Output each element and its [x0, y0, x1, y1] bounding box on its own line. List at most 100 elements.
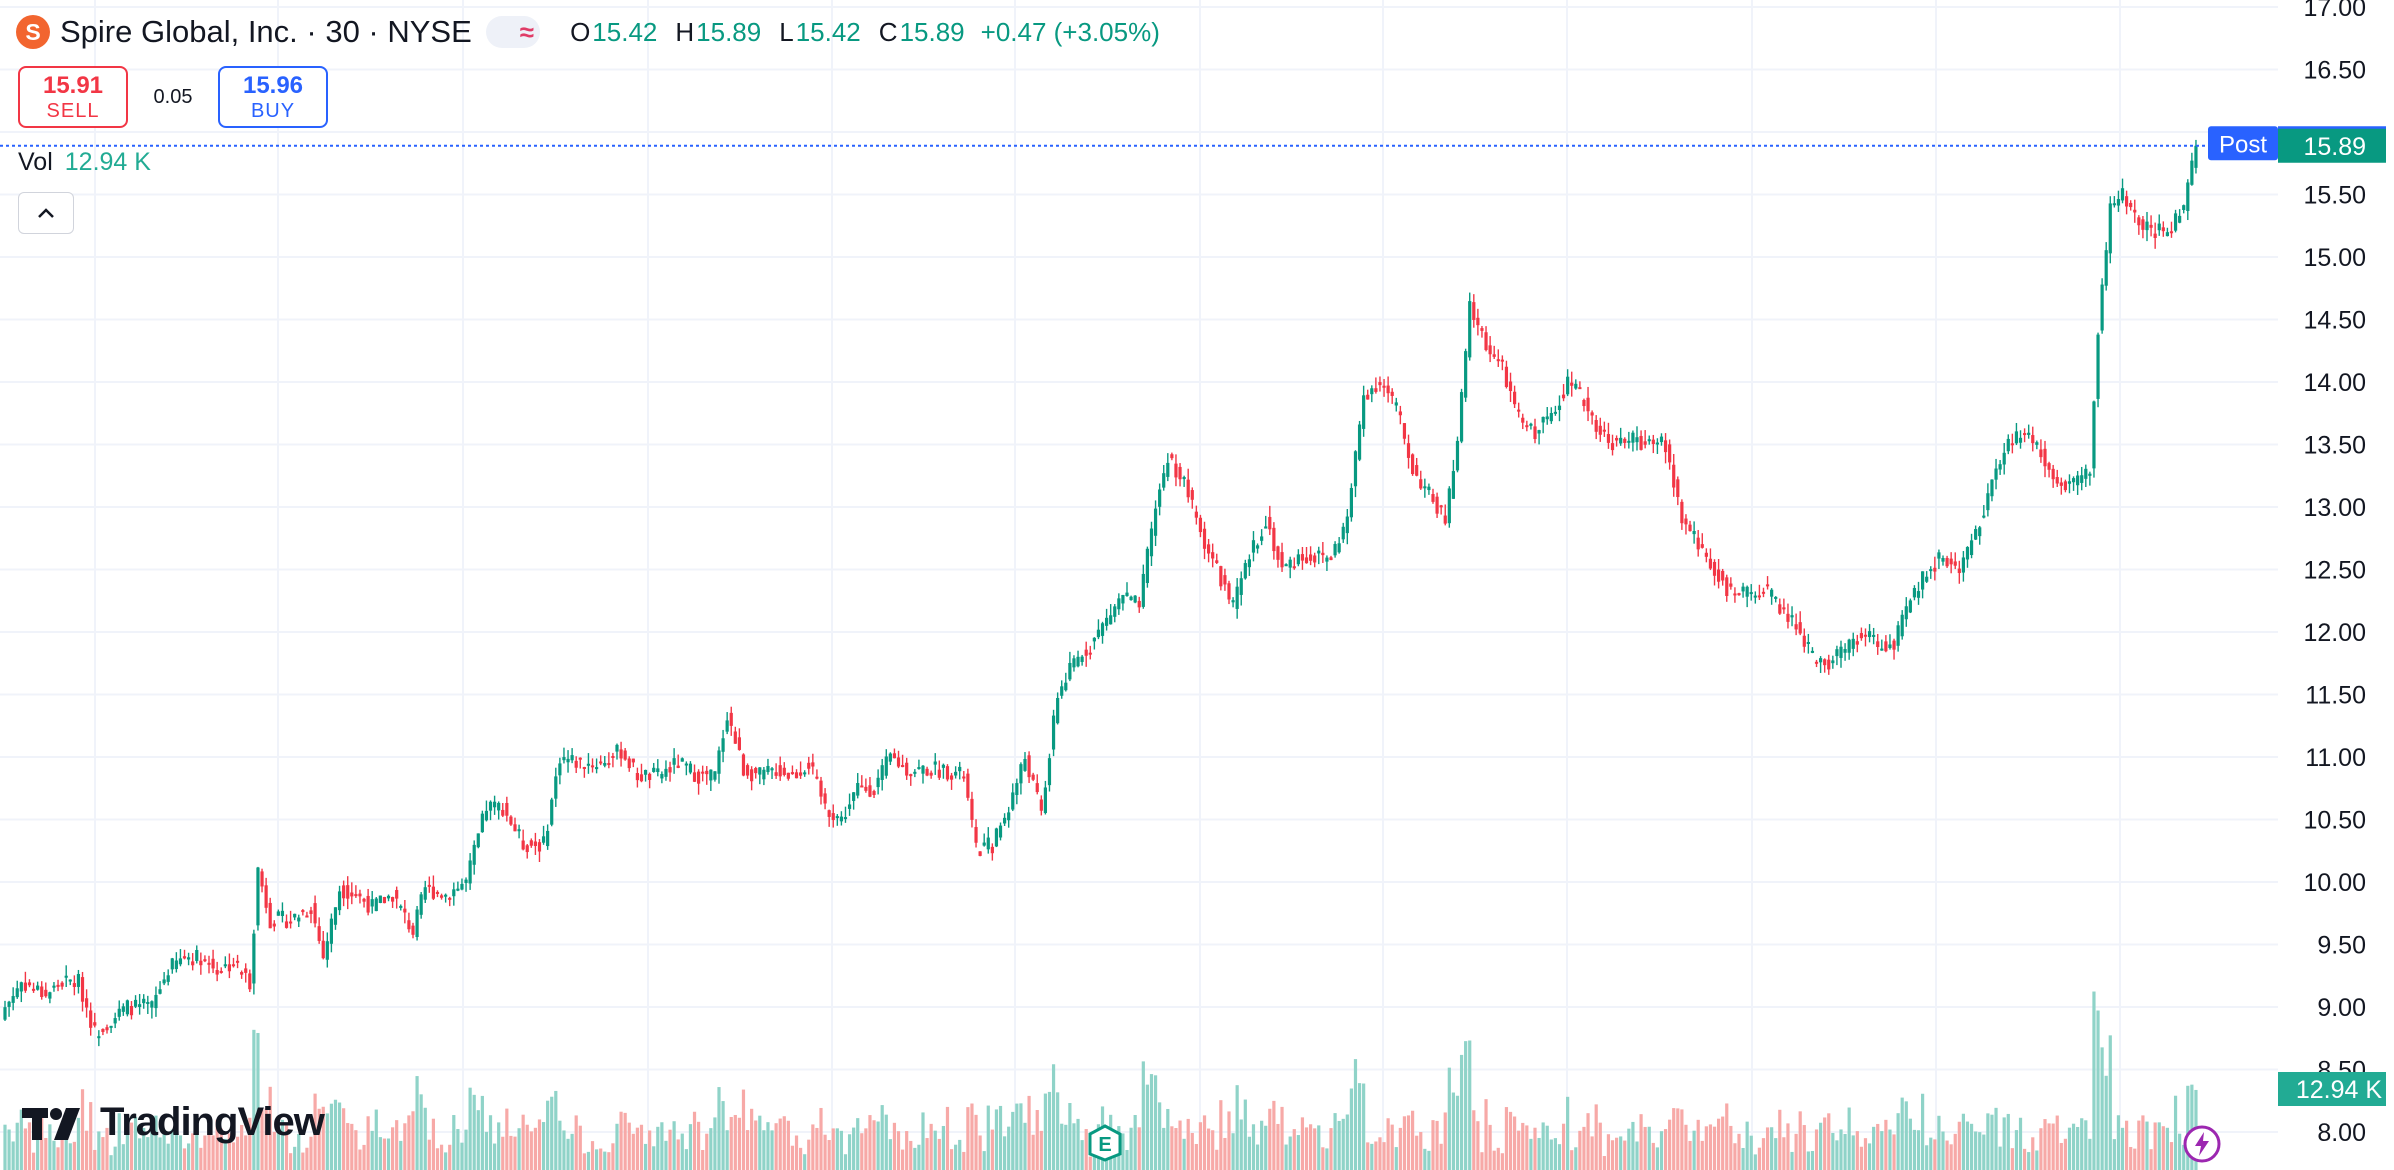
candle-body — [1606, 434, 1611, 443]
volume-bar — [664, 1140, 668, 1170]
candle-body — [333, 907, 338, 925]
candle-body — [1749, 592, 1753, 595]
candle-body — [101, 1028, 105, 1032]
volume-bar — [1174, 1128, 1178, 1170]
volume-bar — [1717, 1118, 1721, 1170]
candle-body — [892, 753, 897, 759]
volume-bar — [448, 1144, 452, 1170]
candle-body — [521, 840, 525, 850]
volume-bar — [2141, 1115, 2145, 1170]
tradingview-logo[interactable]: TradingView — [22, 1100, 325, 1145]
volume-bar — [1655, 1147, 1659, 1170]
candle-body — [1325, 557, 1329, 562]
volume-bar — [1647, 1126, 1651, 1170]
candle-body — [974, 827, 978, 843]
candle-body — [921, 765, 925, 774]
candle-body — [2108, 203, 2112, 254]
volume-bar — [1459, 1054, 1464, 1170]
volume-bar — [1504, 1107, 1509, 1170]
candle-body — [1092, 637, 1096, 642]
candle-body — [1435, 496, 1439, 514]
candle-body — [1496, 359, 1500, 362]
volume-bar — [2108, 1035, 2112, 1170]
price-tick-label: 15.00 — [2303, 244, 2366, 272]
candle-body — [1272, 527, 1276, 552]
candle-body — [958, 766, 962, 772]
volume-bar — [1215, 1149, 1219, 1170]
candle-body — [419, 894, 423, 915]
volume-bar — [268, 1086, 272, 1170]
candle-body — [80, 977, 85, 1002]
volume-bar — [1761, 1138, 1766, 1170]
volume-badge-label: 12.94 K — [2296, 1076, 2383, 1104]
candle-body — [1182, 477, 1186, 480]
volume-bar — [1435, 1120, 1439, 1170]
symbol-title[interactable]: Spire Global, Inc. · 30 · NYSE — [60, 14, 472, 49]
volume-bar — [260, 1109, 264, 1170]
volume-bar — [574, 1115, 578, 1170]
candle-body — [199, 960, 203, 966]
sell-button[interactable]: 15.91 SELL — [18, 66, 128, 128]
candle-body — [1402, 423, 1407, 439]
volume-bar — [1125, 1149, 1129, 1170]
candle-body — [1549, 413, 1553, 422]
volume-bar — [1406, 1115, 1411, 1170]
candle-body — [1916, 591, 1921, 598]
volume-bar — [93, 1149, 97, 1170]
volume-bar — [1545, 1125, 1549, 1170]
volume-bar — [391, 1127, 395, 1170]
candle-body — [1468, 301, 1472, 358]
volume-bar — [1814, 1129, 1819, 1170]
volume-bar — [1774, 1138, 1778, 1170]
volume-bar — [1994, 1107, 1998, 1170]
candle-body — [146, 1001, 150, 1004]
volume-bar — [346, 1123, 350, 1170]
volume-bar — [2165, 1127, 2169, 1170]
volume-bar — [966, 1107, 970, 1170]
candle-body — [1676, 479, 1680, 498]
candle-body — [113, 1018, 117, 1024]
collapse-button[interactable] — [18, 192, 74, 234]
candle-body — [1455, 440, 1460, 471]
volume-bar — [350, 1123, 354, 1170]
candle-body — [1064, 682, 1068, 691]
volume-bar — [1072, 1123, 1076, 1170]
volume-bar — [40, 1118, 44, 1170]
buy-button[interactable]: 15.96 BUY — [218, 66, 328, 128]
session-status-pill[interactable]: ≈ — [485, 16, 541, 48]
candle-body — [1651, 439, 1655, 445]
volume-bar — [2145, 1121, 2149, 1170]
candle-body — [570, 755, 574, 761]
candle-body — [2096, 334, 2100, 399]
volume-bar — [684, 1149, 688, 1170]
volume-bar — [1064, 1124, 1068, 1170]
volume-bar — [2084, 1120, 2088, 1170]
volume-bar — [1896, 1113, 1900, 1170]
lightning-icon[interactable] — [2182, 1124, 2222, 1164]
volume-bar — [1810, 1150, 1815, 1170]
candle-body — [1443, 515, 1447, 524]
volume-label: Vol — [18, 148, 53, 176]
volume-bar — [550, 1096, 554, 1170]
volume-bar — [1806, 1151, 1810, 1170]
volume-bar — [709, 1128, 713, 1170]
candle-body — [154, 994, 158, 1009]
volume-bar — [2006, 1113, 2010, 1170]
earnings-e-icon[interactable]: E — [1086, 1124, 1124, 1162]
volume-bar — [1362, 1083, 1366, 1170]
volume-bar — [85, 1130, 89, 1170]
candle-body — [1378, 382, 1382, 386]
candle-body — [656, 768, 660, 773]
volume-bar — [884, 1114, 888, 1170]
volume-bar — [2169, 1142, 2174, 1170]
candle-body — [2063, 481, 2067, 491]
price-axis[interactable]: 17.00 16.50 15.50 15.00 14.50 14.00 13.50 13.00… — [2303, 0, 2366, 1147]
volume-bar — [1615, 1137, 1619, 1170]
candle-body — [1137, 600, 1141, 608]
candle-body — [1141, 573, 1145, 607]
volume-bar — [1782, 1137, 1786, 1170]
candlestick-series — [3, 139, 2198, 1047]
candle-body — [240, 972, 244, 975]
candle-body — [786, 772, 790, 779]
